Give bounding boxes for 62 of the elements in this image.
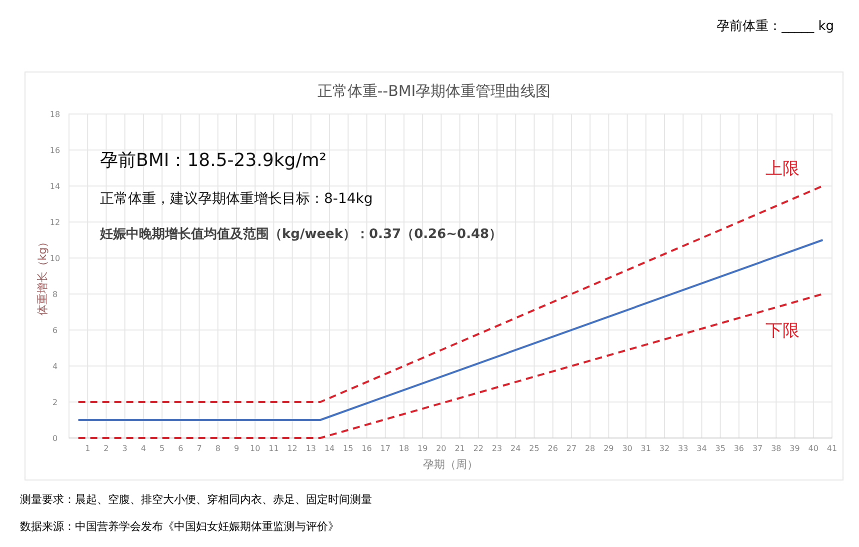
- source-note: 数据来源：中国营养学会发布《中国妇女妊娠期体重监测与评价》: [20, 520, 339, 533]
- x-tick-label: 26: [548, 444, 558, 453]
- x-tick-label: 34: [696, 444, 707, 453]
- x-tick-label: 2: [104, 444, 109, 453]
- x-tick-label: 5: [160, 444, 165, 453]
- annotation: 正常体重，建议孕期体重增长目标：8-14kg: [100, 191, 373, 207]
- x-tick-label: 14: [324, 444, 335, 453]
- x-tick-label: 27: [566, 444, 577, 453]
- x-tick-label: 6: [178, 444, 184, 453]
- x-tick-label: 17: [380, 444, 390, 453]
- y-tick-label: 10: [50, 254, 60, 263]
- y-tick-label: 2: [52, 398, 58, 407]
- x-tick-label: 20: [436, 444, 446, 453]
- x-tick-label: 29: [604, 444, 614, 453]
- y-tick-label: 6: [52, 326, 58, 335]
- x-tick-label: 25: [529, 444, 540, 453]
- x-tick-label: 8: [215, 444, 220, 453]
- x-tick-label: 41: [826, 444, 838, 453]
- x-tick-label: 22: [473, 444, 484, 453]
- x-tick-label: 35: [715, 444, 726, 453]
- chart-title: 正常体重--BMI孕期体重管理曲线图: [317, 82, 551, 100]
- x-axis-title: 孕期（周）: [423, 458, 478, 471]
- x-tick-label: 7: [196, 444, 202, 453]
- x-tick-label: 10: [250, 444, 260, 453]
- x-tick-label: 32: [659, 444, 670, 453]
- x-tick-label: 38: [771, 444, 782, 453]
- x-tick-label: 28: [584, 444, 596, 453]
- y-tick-label: 18: [50, 110, 60, 119]
- annotation: 妊娠中晚期增长值均值及范围（kg/week）：0.37（0.26~0.48）: [99, 227, 502, 242]
- x-tick-label: 18: [398, 444, 410, 453]
- y-tick-label: 0: [52, 434, 58, 443]
- x-tick-label: 37: [752, 444, 763, 453]
- x-tick-label: 30: [622, 444, 632, 453]
- x-tick-label: 15: [343, 444, 354, 453]
- series-label: 上限: [766, 159, 800, 179]
- series-label: 下限: [766, 321, 800, 341]
- x-tick-label: 1: [85, 444, 90, 453]
- x-tick-label: 40: [808, 444, 818, 453]
- x-tick-label: 31: [640, 444, 651, 453]
- x-tick-label: 13: [306, 444, 316, 453]
- x-tick-label: 39: [790, 444, 800, 453]
- text: 测量要求：晨起、空腹、排空大小便、穿相同内衣、赤足、固定时间测量: [20, 493, 372, 506]
- x-tick-label: 3: [122, 444, 128, 453]
- annotation: 孕前BMI：18.5-23.9kg/m²: [100, 150, 327, 171]
- y-axis-title: 体重增长（kg）: [36, 236, 49, 316]
- x-tick-label: 36: [734, 444, 744, 453]
- x-tick-label: 12: [287, 444, 298, 453]
- y-tick-label: 16: [50, 146, 60, 155]
- x-tick-label: 9: [234, 444, 240, 453]
- x-tick-label: 24: [510, 444, 521, 453]
- x-tick-label: 4: [140, 444, 146, 453]
- y-tick-label: 8: [52, 290, 58, 299]
- x-tick-label: 33: [678, 444, 688, 453]
- text: 孕前体重：_____ kg: [716, 19, 834, 34]
- y-tick-label: 14: [50, 182, 60, 191]
- y-tick-label: 4: [52, 362, 58, 371]
- x-tick-label: 11: [268, 444, 279, 453]
- x-tick-label: 23: [492, 444, 502, 453]
- y-tick-label: 12: [50, 218, 60, 227]
- x-tick-label: 19: [417, 444, 428, 453]
- x-tick-label: 16: [362, 444, 372, 453]
- x-tick-label: 21: [454, 444, 465, 453]
